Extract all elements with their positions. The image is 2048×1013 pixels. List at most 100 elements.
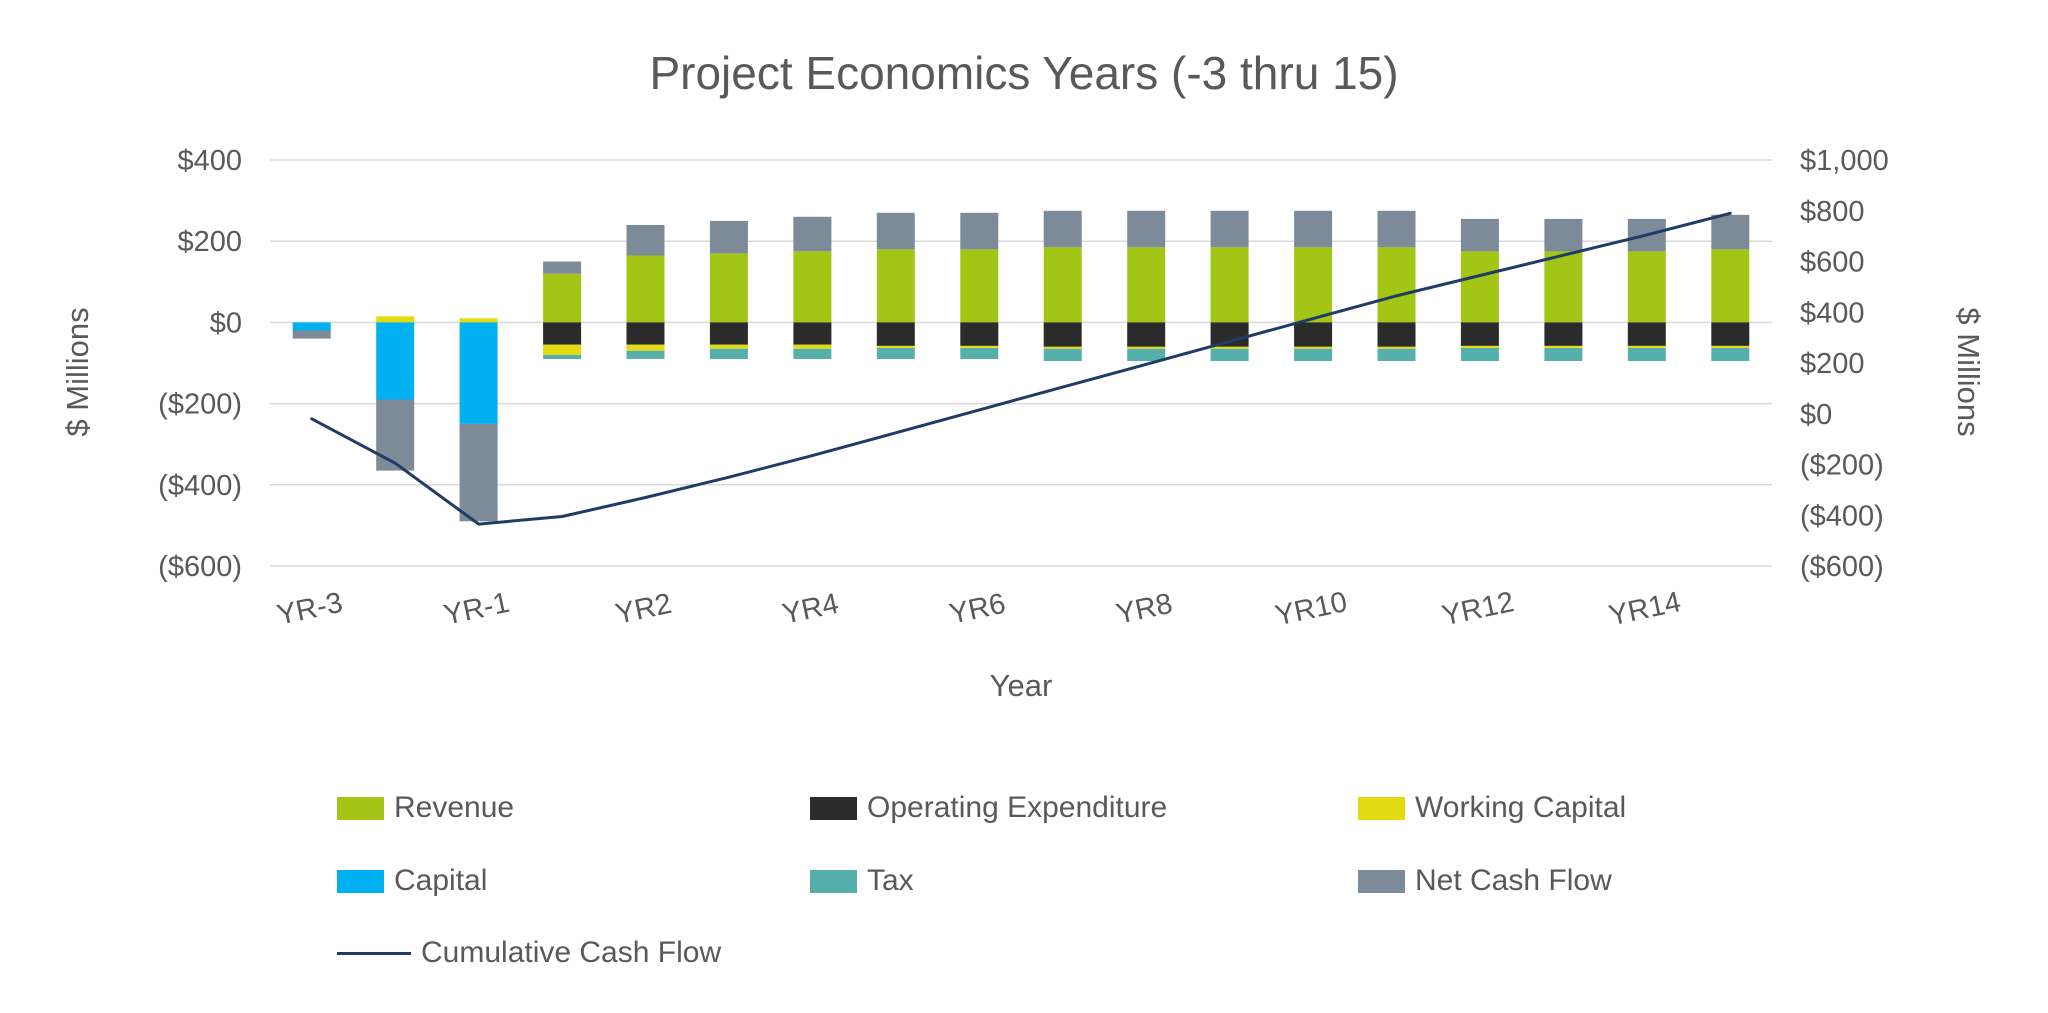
bar-segment-operating-expenditure — [1460, 322, 1499, 346]
bar-segment-operating-expenditure — [543, 322, 582, 345]
left-axis-tick: ($200) — [158, 389, 242, 421]
bar-segment-tax — [1377, 348, 1416, 361]
bar-segment-tax — [1294, 348, 1333, 361]
bar-segment-net-cash-flow — [960, 212, 999, 250]
right-axis-tick: $1,000 — [1800, 145, 1889, 177]
right-axis-tick: $400 — [1800, 297, 1865, 329]
chart-title: Project Economics Years (-3 thru 15) — [649, 47, 1399, 99]
bar-segment-working-capital — [1711, 345, 1750, 348]
bar-segment-tax — [543, 354, 582, 359]
bar-segment-net-cash-flow — [709, 220, 748, 254]
bar-segment-revenue — [709, 253, 748, 323]
bar-segment-operating-expenditure — [1627, 322, 1666, 346]
bar-segment-revenue — [1043, 247, 1082, 323]
right-axis-tick: $600 — [1800, 247, 1865, 279]
bar-segment-tax — [876, 348, 915, 359]
x-axis-tick: YR6 — [947, 588, 1009, 631]
right-axis-tick: ($400) — [1800, 500, 1884, 532]
bar-segment-revenue — [876, 249, 915, 323]
bar-segment-tax — [1043, 348, 1082, 361]
bar-segment-revenue — [1460, 251, 1499, 323]
bar-segment-net-cash-flow — [292, 330, 331, 339]
bar-segment-operating-expenditure — [1294, 322, 1333, 347]
bar-segment-working-capital — [876, 345, 915, 348]
bar-segment-tax — [1711, 348, 1750, 361]
bar-segment-working-capital — [543, 344, 582, 355]
bar-segment-operating-expenditure — [1377, 322, 1416, 347]
bar-segment-operating-expenditure — [709, 322, 748, 345]
bar-segment-revenue — [1210, 247, 1249, 323]
bar-segment-net-cash-flow — [1043, 210, 1082, 248]
bar-segment-working-capital — [1043, 346, 1082, 349]
bar-segment-net-cash-flow — [1711, 214, 1750, 250]
left-axis-tick: $400 — [177, 145, 242, 177]
bar-segment-operating-expenditure — [1544, 322, 1583, 346]
bar-segment-tax — [626, 350, 665, 359]
bar-segment-working-capital — [960, 345, 999, 348]
bar-segment-operating-expenditure — [960, 322, 999, 346]
x-axis-tick: YR14 — [1606, 586, 1684, 632]
x-axis-title: Year — [989, 668, 1053, 703]
bar-segment-net-cash-flow — [459, 423, 498, 522]
x-axis-tick: YR10 — [1272, 586, 1350, 632]
bar-segment-net-cash-flow — [793, 216, 832, 252]
bar-segment-revenue — [1294, 247, 1333, 323]
bar-segment-revenue — [1377, 247, 1416, 323]
bar-segment-net-cash-flow — [1127, 210, 1166, 248]
bar-segment-working-capital — [1210, 346, 1249, 349]
bar-segment-working-capital — [1544, 345, 1583, 348]
left-axis-tick: $0 — [210, 307, 242, 339]
bar-segment-working-capital — [1294, 346, 1333, 349]
bar-segment-revenue — [1127, 247, 1166, 323]
bar-segment-operating-expenditure — [876, 322, 915, 346]
left-axis-tick: ($400) — [158, 470, 242, 502]
right-axis-tick: ($600) — [1800, 551, 1884, 583]
bar-segment-working-capital — [709, 344, 748, 349]
bar-segment-tax — [1627, 348, 1666, 361]
bar-segment-tax — [960, 348, 999, 359]
bar-segment-working-capital — [459, 318, 498, 323]
bar-segment-revenue — [626, 255, 665, 323]
x-axis-tick: YR2 — [613, 588, 675, 631]
bar-segment-revenue — [1627, 251, 1666, 323]
bar-segment-operating-expenditure — [1043, 322, 1082, 347]
bar-segment-capital — [376, 322, 415, 400]
bar-segment-revenue — [793, 251, 832, 323]
right-axis-tick: $200 — [1800, 348, 1865, 380]
bar-segment-net-cash-flow — [543, 261, 582, 274]
bar-segment-operating-expenditure — [1210, 322, 1249, 347]
cumulative-cash-flow-line — [310, 211, 1732, 526]
bar-segment-working-capital — [1627, 345, 1666, 348]
bar-segment-net-cash-flow — [1460, 218, 1499, 252]
bar-segment-capital — [459, 322, 498, 424]
x-axis-tick: YR-3 — [274, 587, 345, 632]
bar-segment-operating-expenditure — [626, 322, 665, 345]
bar-segment-revenue — [960, 249, 999, 323]
bar-segment-operating-expenditure — [1127, 322, 1166, 347]
bar-segment-revenue — [1711, 249, 1750, 323]
right-axis-tick: ($200) — [1800, 450, 1884, 482]
bar-segment-capital — [292, 322, 331, 331]
bar-segment-net-cash-flow — [876, 212, 915, 250]
bar-segment-net-cash-flow — [626, 225, 665, 256]
x-axis-tick: YR12 — [1439, 586, 1517, 632]
bar-segment-net-cash-flow — [1210, 210, 1249, 248]
bar-segment-working-capital — [1377, 346, 1416, 349]
x-axis-tick: YR4 — [780, 588, 842, 631]
bar-segment-revenue — [1544, 251, 1583, 323]
bar-segment-revenue — [543, 273, 582, 323]
bar-segment-net-cash-flow — [1544, 218, 1583, 252]
bar-segment-tax — [1210, 348, 1249, 361]
right-axis-tick: $0 — [1800, 399, 1832, 431]
bar-segment-working-capital — [1127, 346, 1166, 349]
bar-segment-working-capital — [1460, 345, 1499, 348]
bar-segment-net-cash-flow — [1294, 210, 1333, 248]
bar-segment-tax — [793, 348, 832, 359]
left-axis-tick: $200 — [177, 226, 242, 258]
right-axis-tick: $800 — [1800, 196, 1865, 228]
bar-segment-net-cash-flow — [376, 399, 415, 471]
bar-segment-tax — [1544, 348, 1583, 361]
bar-segment-operating-expenditure — [1711, 322, 1750, 346]
